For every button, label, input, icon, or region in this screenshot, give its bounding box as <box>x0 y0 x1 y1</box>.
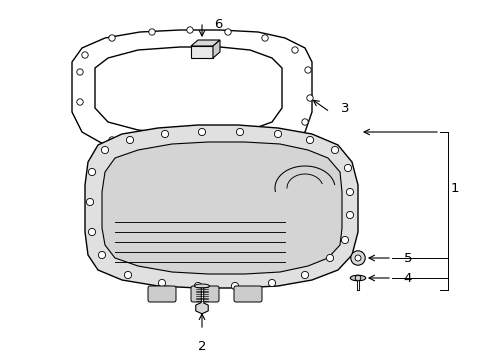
Circle shape <box>344 165 351 172</box>
Polygon shape <box>191 40 220 46</box>
Circle shape <box>354 255 360 261</box>
Circle shape <box>148 147 155 153</box>
Ellipse shape <box>349 275 365 281</box>
Circle shape <box>304 67 310 73</box>
Polygon shape <box>102 142 341 274</box>
Circle shape <box>354 275 360 281</box>
Circle shape <box>346 211 353 219</box>
Circle shape <box>274 130 281 138</box>
Circle shape <box>86 198 93 206</box>
Circle shape <box>161 130 168 138</box>
Text: 3: 3 <box>340 102 348 114</box>
Circle shape <box>261 147 267 153</box>
FancyBboxPatch shape <box>234 286 262 302</box>
Circle shape <box>194 282 201 289</box>
Circle shape <box>236 129 243 136</box>
Circle shape <box>126 136 133 144</box>
FancyBboxPatch shape <box>148 286 176 302</box>
Circle shape <box>224 29 231 35</box>
Circle shape <box>261 35 267 41</box>
Circle shape <box>101 147 108 154</box>
Circle shape <box>198 129 205 136</box>
Circle shape <box>88 168 96 176</box>
Circle shape <box>77 99 83 105</box>
Circle shape <box>325 255 333 262</box>
Circle shape <box>346 188 353 195</box>
Text: 2: 2 <box>197 339 206 352</box>
Circle shape <box>350 251 365 265</box>
Circle shape <box>158 279 165 287</box>
Circle shape <box>88 228 96 235</box>
Circle shape <box>306 95 312 101</box>
Text: 6: 6 <box>213 18 222 31</box>
Circle shape <box>341 237 348 244</box>
Circle shape <box>108 137 115 143</box>
FancyBboxPatch shape <box>191 286 219 302</box>
Text: 1: 1 <box>450 181 458 194</box>
Text: 4: 4 <box>403 271 411 284</box>
Polygon shape <box>95 47 282 134</box>
Polygon shape <box>213 40 220 58</box>
Circle shape <box>108 35 115 41</box>
Circle shape <box>98 251 105 258</box>
Circle shape <box>291 47 298 53</box>
Circle shape <box>81 52 88 58</box>
Circle shape <box>186 151 193 157</box>
Polygon shape <box>85 125 357 288</box>
Circle shape <box>124 271 131 279</box>
Text: 5: 5 <box>403 252 411 265</box>
Circle shape <box>148 29 155 35</box>
Circle shape <box>301 119 307 125</box>
Ellipse shape <box>194 284 209 288</box>
Circle shape <box>331 147 338 154</box>
Circle shape <box>186 27 193 33</box>
Circle shape <box>291 137 298 143</box>
Circle shape <box>77 69 83 75</box>
Circle shape <box>301 271 308 279</box>
Polygon shape <box>195 302 208 314</box>
FancyBboxPatch shape <box>191 46 213 58</box>
Circle shape <box>306 136 313 144</box>
Circle shape <box>224 151 231 157</box>
Polygon shape <box>72 30 311 156</box>
Circle shape <box>268 279 275 287</box>
Circle shape <box>231 282 238 289</box>
